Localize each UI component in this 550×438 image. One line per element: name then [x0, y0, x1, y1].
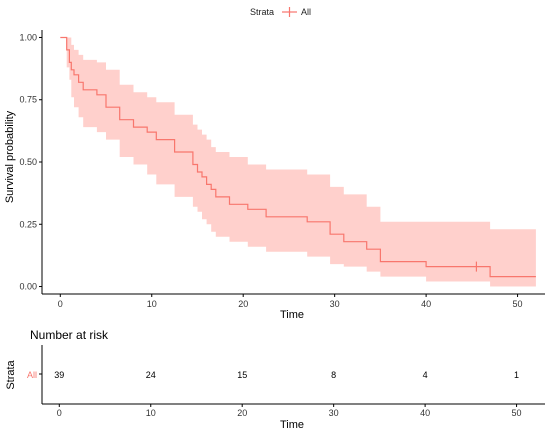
y-tick-label: 0.75 — [19, 95, 37, 105]
risk-x-tick-label: 20 — [237, 408, 247, 418]
y-tick-label: 0.00 — [19, 282, 37, 292]
risk-table: Number at risk Strata All 0 39 10 24 20 15 30 8… — [5, 328, 545, 431]
y-tick-label: 0.25 — [19, 219, 37, 229]
y-tick-label: 0.50 — [19, 157, 37, 167]
x-tick-label: 40 — [421, 299, 431, 309]
risk-value: 39 — [54, 370, 64, 380]
survival-plot: 0.00 0.25 0.50 0.75 1.00 0 10 20 30 40 50 Survival… — [4, 30, 545, 321]
legend-entry-all: All — [301, 7, 311, 17]
risk-value: 8 — [331, 370, 336, 380]
survival-curve-all — [60, 36, 536, 278]
risk-value: 15 — [237, 370, 247, 380]
risk-value: 1 — [514, 370, 519, 380]
risk-x-axis-title: Time — [280, 419, 304, 431]
risk-table-title: Number at risk — [30, 328, 109, 342]
risk-x-tick-label: 50 — [512, 408, 522, 418]
risk-x-tick-label: 0 — [57, 408, 62, 418]
risk-x-tick-label: 10 — [146, 408, 156, 418]
risk-value: 4 — [423, 370, 428, 380]
risk-x-tick-label: 40 — [420, 408, 430, 418]
x-tick-label: 30 — [330, 299, 340, 309]
confidence-band — [60, 37, 536, 287]
risk-value: 24 — [146, 370, 156, 380]
x-tick-label: 50 — [513, 299, 523, 309]
x-tick-label: 10 — [147, 299, 157, 309]
risk-tick-layer: 0 39 10 24 20 15 30 8 40 4 50 1 — [54, 370, 521, 418]
x-tick-label: 20 — [238, 299, 248, 309]
main-tick-layer: 0.00 0.25 0.50 0.75 1.00 0 10 20 30 40 50 — [19, 32, 522, 309]
risk-y-axis-title: Strata — [5, 359, 17, 389]
y-axis-title: Survival probability — [4, 110, 16, 203]
legend: Strata All — [250, 7, 311, 17]
x-axis-title: Time — [280, 309, 304, 321]
y-tick-label: 1.00 — [19, 32, 37, 42]
risk-row-label-all: All — [27, 370, 37, 380]
risk-x-tick-label: 30 — [329, 408, 339, 418]
legend-title: Strata — [250, 7, 274, 17]
x-tick-label: 0 — [58, 299, 63, 309]
